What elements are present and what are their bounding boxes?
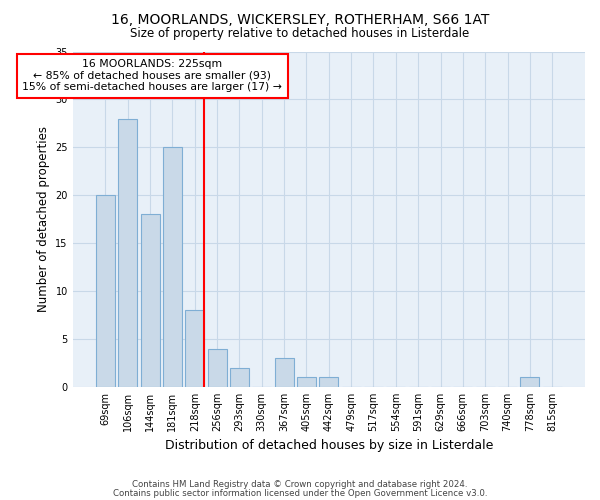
Text: Size of property relative to detached houses in Listerdale: Size of property relative to detached ho…	[130, 28, 470, 40]
Bar	[96, 196, 115, 387]
Text: 16, MOORLANDS, WICKERSLEY, ROTHERHAM, S66 1AT: 16, MOORLANDS, WICKERSLEY, ROTHERHAM, S6…	[111, 12, 489, 26]
Y-axis label: Number of detached properties: Number of detached properties	[37, 126, 50, 312]
Bar	[118, 118, 137, 387]
Bar	[275, 358, 293, 387]
Bar	[208, 348, 227, 387]
Bar	[319, 378, 338, 387]
X-axis label: Distribution of detached houses by size in Listerdale: Distribution of detached houses by size …	[164, 440, 493, 452]
Text: Contains public sector information licensed under the Open Government Licence v3: Contains public sector information licen…	[113, 489, 487, 498]
Bar	[520, 378, 539, 387]
Bar	[163, 148, 182, 387]
Bar	[185, 310, 204, 387]
Bar	[230, 368, 249, 387]
Bar	[140, 214, 160, 387]
Text: 16 MOORLANDS: 225sqm
← 85% of detached houses are smaller (93)
15% of semi-detac: 16 MOORLANDS: 225sqm ← 85% of detached h…	[22, 59, 282, 92]
Bar	[297, 378, 316, 387]
Text: Contains HM Land Registry data © Crown copyright and database right 2024.: Contains HM Land Registry data © Crown c…	[132, 480, 468, 489]
